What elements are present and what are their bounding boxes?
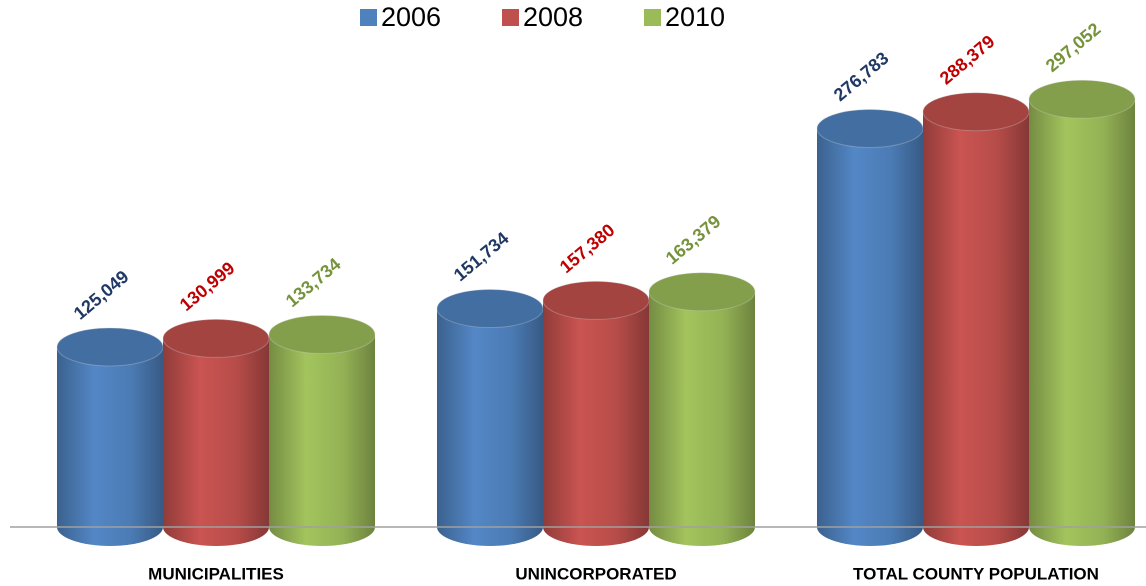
bar-top [542,280,650,320]
bar-top [162,318,270,358]
data-label: 163,379 [662,211,725,268]
bar [649,291,755,527]
bar [57,346,163,527]
bar-top [56,327,164,367]
bar-top [816,108,924,148]
bar-top [922,92,1030,132]
data-label: 151,734 [450,228,513,285]
data-label: 130,999 [176,258,239,315]
data-label: 297,052 [1042,19,1105,76]
bar [817,128,923,528]
bar [437,308,543,527]
legend-label: 2008 [523,2,583,32]
bar-top [1028,79,1136,119]
bar-top [436,289,544,329]
x-tick-label: UNINCORPORATED [515,564,676,583]
x-tick-label: TOTAL COUNTY POPULATION [853,564,1099,583]
data-label: 288,379 [936,31,999,88]
data-label: 133,734 [282,254,345,311]
bar [1029,99,1135,527]
x-tick-label: MUNICIPALITIES [148,564,284,583]
data-label: 125,049 [70,266,133,323]
bar [543,300,649,527]
data-label: 157,380 [556,220,619,277]
bar [269,334,375,527]
bar-top [648,272,756,312]
legend-swatch [360,9,377,26]
data-label: 276,783 [830,48,893,105]
legend-swatch [502,9,519,26]
bar-top [268,314,376,354]
legend-swatch [644,9,661,26]
bar [163,338,269,527]
bar [923,111,1029,528]
legend-label: 2006 [381,2,441,32]
legend-label: 2010 [665,2,725,32]
